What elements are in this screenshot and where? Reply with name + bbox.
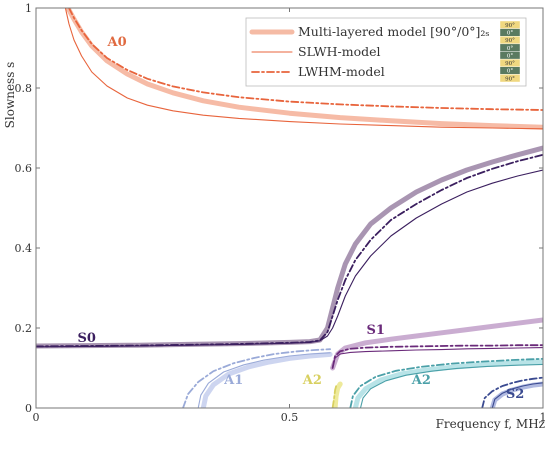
- y-axis-label: Slowness s: [3, 62, 17, 129]
- legend-box: [245, 17, 527, 87]
- series-a0-slwh-1: [64, 8, 543, 130]
- series-s2-slwh-18: [491, 382, 543, 408]
- y-tick-label: 1: [25, 2, 32, 15]
- mode-label-s1: S1: [366, 323, 384, 338]
- series-a2-multi-layered-14: [352, 359, 543, 408]
- mode-label-a2: A2: [302, 373, 322, 388]
- series-s1-lwhm-8: [331, 344, 543, 369]
- layup-ply-label: 90°: [505, 61, 515, 67]
- series-s0-slwh-4: [36, 169, 543, 348]
- layup-ply-label: 90°: [505, 38, 515, 44]
- series-s0-lwhm-5: [36, 153, 543, 348]
- x-axis-label: Frequency f, MHz: [436, 417, 545, 431]
- layup-ply-label: 0°: [507, 46, 513, 52]
- axis-ticks: 0 0.5 1 0 0.2 0.4 0.6 0.8 1: [15, 2, 547, 424]
- mode-labels: A0 S0 S1 A1 A2 A2 S2: [77, 35, 524, 402]
- y-tick-label: 0.2: [15, 322, 33, 335]
- y-tick-label: 0.6: [15, 162, 33, 175]
- legend-entry-label: LWHM-model: [298, 64, 385, 79]
- layup-ply-label: 0°: [507, 53, 513, 59]
- mode-label-a2: A2: [411, 373, 431, 388]
- layup-ply-label: 0°: [507, 69, 513, 75]
- y-tick-label: 0.8: [15, 82, 33, 95]
- series-layer: [36, 8, 543, 408]
- series-a2-multi-layered-12: [332, 381, 343, 408]
- layup-icon: 90°0°90°0°0°90°0°90°: [499, 20, 521, 83]
- series-s2-lwhm-19: [481, 376, 543, 408]
- mode-label-a0: A0: [107, 35, 127, 50]
- series-a0-multi-layered-0: [65, 8, 543, 130]
- layup-ply-label: 0°: [507, 31, 513, 37]
- layup-ply-label: 90°: [505, 76, 515, 82]
- legend: Multi-layered model [90°/0°]₂ₛ SLWH-model…: [245, 17, 527, 87]
- series-a1-slwh-10: [197, 352, 331, 408]
- series-a2-slwh-15: [359, 363, 543, 408]
- x-tick-label: 0.5: [281, 411, 299, 424]
- series-a1-multi-layered-9: [200, 351, 333, 408]
- x-tick-label: 1: [540, 411, 547, 424]
- series-a0-lwhm-2: [68, 8, 543, 111]
- legend-entry-label: SLWH-model: [298, 44, 381, 59]
- series-a2-lwhm-16: [349, 357, 543, 408]
- series-s1-slwh-7: [332, 347, 543, 369]
- mode-label-a1: A1: [223, 373, 243, 388]
- y-tick-label: 0: [25, 402, 32, 415]
- layup-ply: [499, 74, 521, 83]
- mode-label-s0: S0: [77, 331, 95, 346]
- x-tick-label: 0: [33, 411, 40, 424]
- legend-entry-label: Multi-layered model [90°/0°]₂ₛ: [298, 24, 490, 39]
- layup-ply-label: 90°: [505, 23, 515, 29]
- series-a1-lwhm-11: [182, 348, 331, 408]
- y-tick-label: 0.4: [15, 242, 33, 255]
- series-a2-lwhm-13: [331, 383, 338, 408]
- mode-label-s2: S2: [506, 387, 524, 402]
